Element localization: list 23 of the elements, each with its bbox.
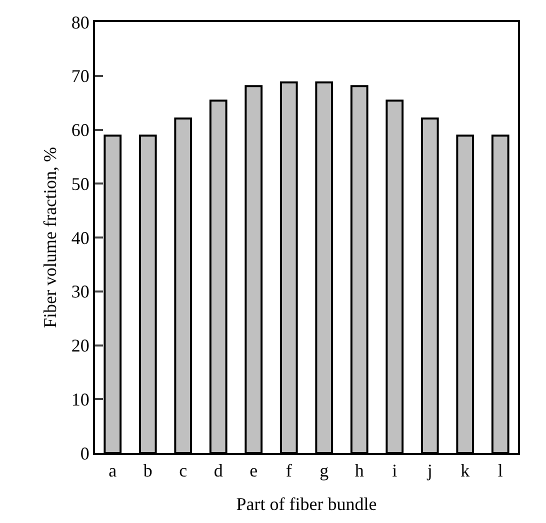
y-tick-label: 30 (71, 282, 90, 302)
y-tick-label: 20 (71, 336, 90, 356)
y-tick-label: 70 (71, 66, 90, 86)
x-tick-label: h (354, 460, 364, 481)
y-tick-label: 60 (71, 120, 90, 140)
x-tick-label: a (108, 460, 117, 481)
x-tick-label: d (214, 460, 223, 481)
y-tick-label: 50 (71, 174, 90, 194)
y-tick-label: 40 (71, 228, 90, 248)
x-tick-label: k (460, 460, 470, 481)
x-tick-label: b (143, 460, 152, 481)
y-tick-label: 10 (71, 389, 90, 410)
x-tick-label: c (179, 460, 188, 481)
y-axis-title: Fiber volume fraction, % (40, 147, 60, 328)
x-tick-label: e (250, 460, 258, 481)
x-tick-label: j (426, 460, 432, 481)
x-tick-label: l (498, 460, 503, 481)
y-tick-label: 0 (80, 443, 90, 464)
x-tick-label: i (392, 460, 398, 481)
y-tick-label: 80 (71, 12, 90, 32)
x-axis-title: Part of fiber bundle (236, 494, 377, 514)
x-tick-label: g (320, 460, 329, 481)
x-tick-label: f (286, 460, 292, 481)
